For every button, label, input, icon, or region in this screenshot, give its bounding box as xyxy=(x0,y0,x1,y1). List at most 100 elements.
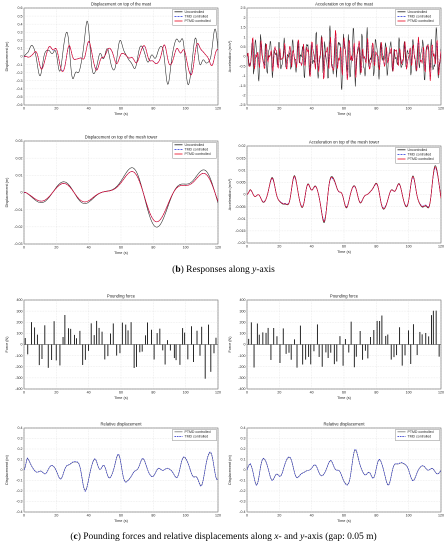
caption-b-axis: y xyxy=(252,265,257,275)
y-tick-label: -300 xyxy=(15,376,22,380)
y-tick-label: -0.3 xyxy=(16,79,22,83)
x-tick-label: 100 xyxy=(406,245,412,249)
legend-box xyxy=(395,147,440,164)
chart-svg: Relative displacement 0 20 40 60 80 100 120 -0.4… xyxy=(228,422,444,524)
y-tick-label: 0.1 xyxy=(18,47,23,51)
y-tick-label: 0.3 xyxy=(18,30,23,34)
y-axis-label: Displacement (m) xyxy=(5,41,9,71)
y-tick-label: -0.01 xyxy=(237,217,245,221)
chart-svg: Pounding force 0 20 40 60 80 100 120 -400 -300 -20… xyxy=(228,294,444,401)
series-line xyxy=(247,166,441,222)
caption-c: (c) Pounding forces and relative displac… xyxy=(70,532,377,542)
x-tick-label: 0 xyxy=(246,245,248,249)
y-tick-label: 0 xyxy=(21,55,23,59)
chart-svg: Acceleration on top of the mesh tower 0 20… xyxy=(228,140,444,255)
y-tick-label: 0 xyxy=(244,55,246,59)
y-tick-label: 0.015 xyxy=(237,156,246,160)
y-tick-label: 0.4 xyxy=(18,426,23,430)
y-tick-label: 0 xyxy=(244,343,246,347)
series-line xyxy=(247,30,441,81)
chart-pound-x: Pounding force 0 20 40 60 80 100 120 -400 -300 -20… xyxy=(2,292,222,402)
x-tick-label: 40 xyxy=(310,107,314,111)
x-tick-label: 100 xyxy=(406,391,412,395)
y-tick-label: -100 xyxy=(238,354,245,358)
x-tick-label: 60 xyxy=(342,391,346,395)
chart-svg: Pounding force 0 20 40 60 80 100 120 -400 -300 -20… xyxy=(5,294,221,401)
legend-box xyxy=(172,142,217,159)
legend-label: TMD controlled xyxy=(185,435,209,439)
y-tick-label: 0.2 xyxy=(241,447,246,451)
y-tick-label: 300 xyxy=(240,309,246,313)
legend-box xyxy=(395,9,440,26)
legend-label: Uncontrolled xyxy=(185,10,205,14)
legend-label: Uncontrolled xyxy=(408,148,428,152)
y-tick-label: -1 xyxy=(242,74,245,78)
y-tick-label: 0 xyxy=(244,193,246,197)
y-tick-label: -0.2 xyxy=(239,489,245,493)
caption-c-axis2: y xyxy=(300,532,305,542)
y-tick-label: -0.1 xyxy=(16,479,22,483)
x-tick-label: 120 xyxy=(215,107,221,111)
x-tick-label: 0 xyxy=(23,107,25,111)
x-axis-label: Time (s) xyxy=(337,112,352,116)
x-tick-label: 80 xyxy=(151,514,155,518)
x-tick-label: 20 xyxy=(54,246,58,250)
chart-title: Pounding force xyxy=(330,294,359,299)
x-tick-label: 0 xyxy=(23,246,25,250)
y-tick-label: 0.4 xyxy=(18,22,23,26)
series-line xyxy=(247,25,441,90)
y-tick-label: 400 xyxy=(240,298,246,302)
y-tick-label: -0.5 xyxy=(16,95,22,99)
y-tick-label: -2 xyxy=(242,94,245,98)
y-tick-label: 0.5 xyxy=(241,45,246,49)
x-tick-label: 100 xyxy=(406,514,412,518)
x-tick-label: 120 xyxy=(438,107,444,111)
chart-disp-mast: Displacement on top of the mast 0 20 40 60 80… xyxy=(2,0,222,118)
x-tick-label: 60 xyxy=(342,514,346,518)
y-axis-label: Force (N) xyxy=(228,336,232,353)
x-tick-label: 60 xyxy=(342,245,346,249)
caption-c-text: Pounding forces and relative displacemen… xyxy=(83,532,275,542)
x-tick-label: 80 xyxy=(374,514,378,518)
y-tick-label: 0 xyxy=(21,468,23,472)
legend-label: PTMD controlled xyxy=(408,157,434,161)
legend-label: TMD controlled xyxy=(185,15,209,19)
y-tick-label: -0.3 xyxy=(16,500,22,504)
y-tick-label: 0.03 xyxy=(16,139,23,143)
chart-acc-mast: Acceleration on top of the mast 0 20 40 60 80… xyxy=(225,0,445,118)
y-tick-label: 200 xyxy=(240,320,246,324)
chart-title: Pounding force xyxy=(107,294,136,299)
y-tick-label: -2.5 xyxy=(239,103,245,107)
caption-c-label: c xyxy=(73,532,78,542)
series-line xyxy=(24,171,218,223)
x-tick-label: 20 xyxy=(277,107,281,111)
x-tick-label: 20 xyxy=(277,245,281,249)
legend-label: Uncontrolled xyxy=(408,10,428,14)
y-tick-label: -0.1 xyxy=(239,479,245,483)
legend-box xyxy=(395,429,440,441)
x-tick-label: 100 xyxy=(183,514,189,518)
series-line xyxy=(247,448,441,486)
y-tick-label: -400 xyxy=(15,387,22,391)
chart-disp-tower: Displacement on top of the mesh tower 0 20… xyxy=(2,133,222,257)
y-tick-label: 0 xyxy=(21,191,23,195)
y-tick-label: 0.3 xyxy=(241,437,246,441)
x-tick-label: 40 xyxy=(87,246,91,250)
legend-label: PTMD controlled xyxy=(185,19,211,23)
x-axis-label: Time (s) xyxy=(337,250,352,254)
x-tick-label: 100 xyxy=(183,391,189,395)
x-tick-label: 60 xyxy=(119,391,123,395)
y-tick-label: -200 xyxy=(238,365,245,369)
chart-pound-y: Pounding force 0 20 40 60 80 100 120 -400 -300 -20… xyxy=(225,292,445,402)
y-tick-label: 100 xyxy=(17,332,23,336)
caption-c-axis1: x xyxy=(274,532,279,542)
y-tick-label: 1.5 xyxy=(241,26,246,30)
x-tick-label: 0 xyxy=(23,391,25,395)
y-tick-label: 0 xyxy=(244,468,246,472)
y-tick-label: 0.1 xyxy=(18,458,23,462)
y-axis-label: Force (N) xyxy=(5,336,9,353)
